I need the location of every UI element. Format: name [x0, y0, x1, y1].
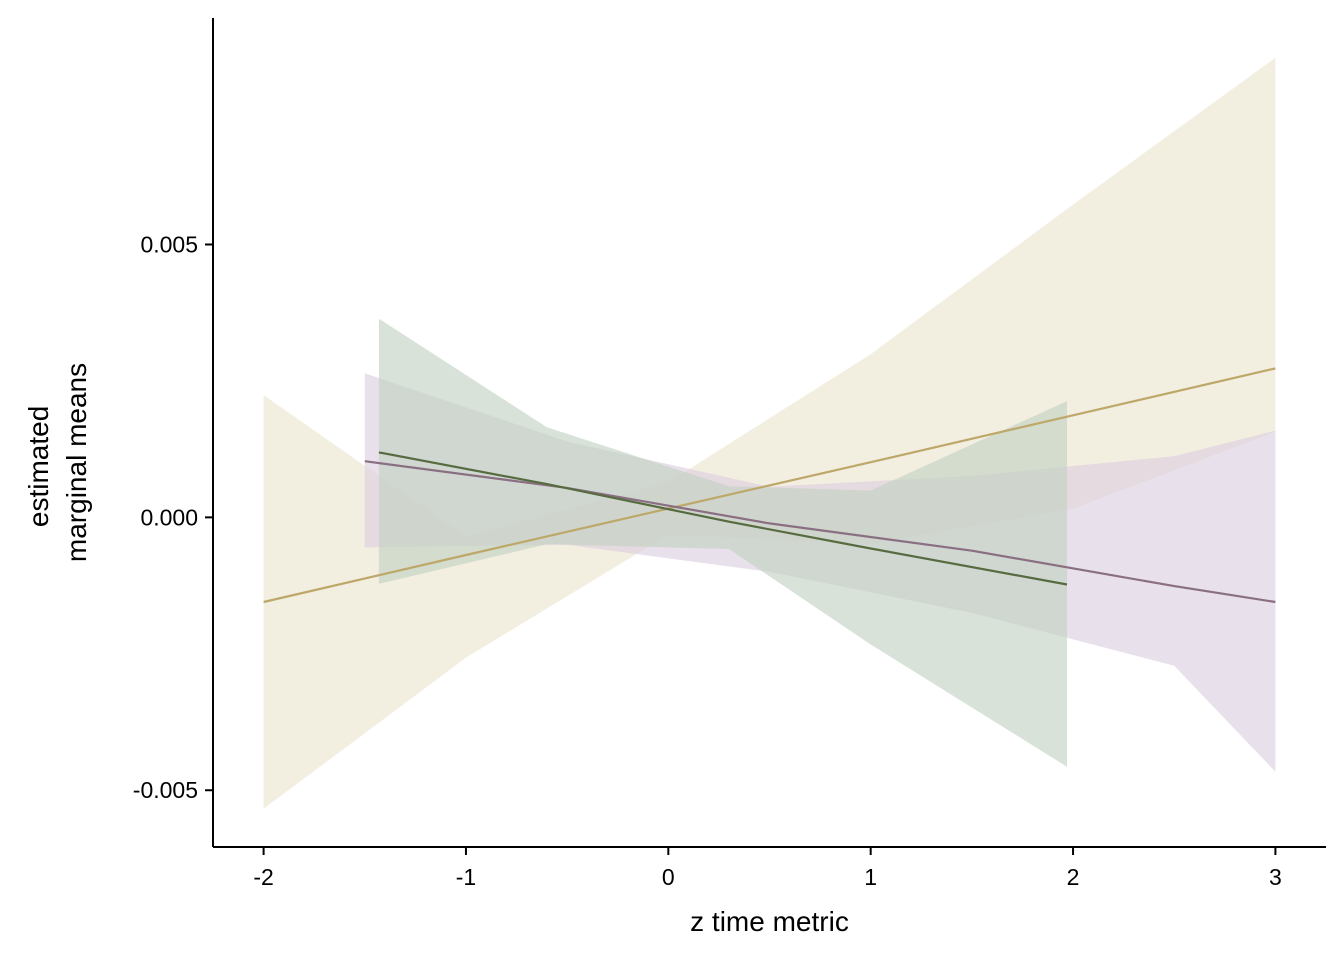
y-axis-title: estimated marginal means	[23, 363, 92, 562]
x-axis-title: z time metric	[690, 906, 849, 937]
x-tick-label: 3	[1269, 864, 1282, 890]
y-axis-title-line-1: estimated	[23, 406, 54, 527]
confidence-band-1	[263, 57, 1276, 809]
series-lines	[263, 367, 1276, 604]
y-tick-label: 0.000	[140, 504, 198, 530]
x-tick-label: -2	[253, 864, 273, 890]
series-line-2	[364, 460, 1276, 604]
confidence-band-3	[378, 318, 1067, 767]
x-tick-label: -1	[456, 864, 476, 890]
series-line-1	[263, 367, 1276, 604]
series-line-3	[378, 451, 1068, 586]
y-tick-label: 0.005	[140, 231, 198, 257]
x-tick-label: 1	[864, 864, 877, 890]
y-axis-title-line-2: marginal means	[61, 363, 92, 562]
confidence-bands	[263, 57, 1276, 809]
y-tick-label: -0.005	[133, 777, 198, 803]
x-axis-ticks: -2 -1 0 1 2 3	[253, 847, 1282, 890]
y-axis-ticks: -0.005 0.000 0.005	[133, 231, 213, 803]
x-tick-label: 0	[662, 864, 675, 890]
x-tick-label: 2	[1067, 864, 1080, 890]
